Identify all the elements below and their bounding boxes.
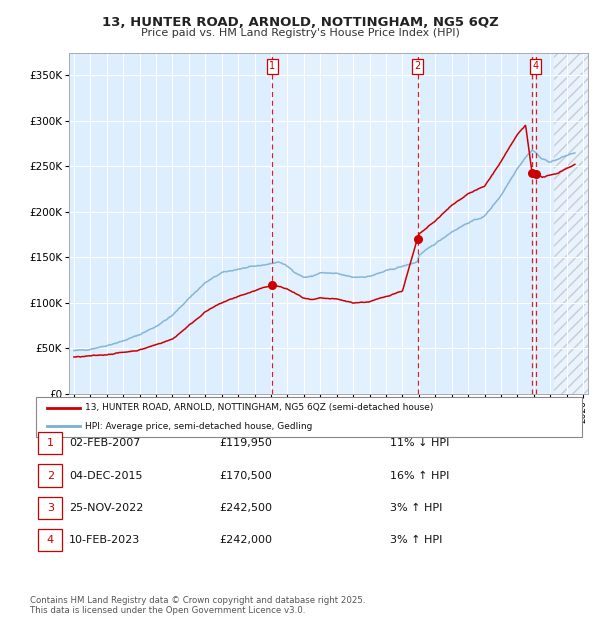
FancyBboxPatch shape	[36, 397, 582, 437]
Bar	[272, 53, 418, 394]
Text: HPI: Average price, semi-detached house, Gedling: HPI: Average price, semi-detached house,…	[85, 422, 313, 431]
Text: 4: 4	[533, 61, 539, 71]
Text: 3: 3	[47, 503, 54, 513]
Text: 13, HUNTER ROAD, ARNOLD, NOTTINGHAM, NG5 6QZ: 13, HUNTER ROAD, ARNOLD, NOTTINGHAM, NG5…	[101, 16, 499, 29]
Text: 3% ↑ HPI: 3% ↑ HPI	[390, 503, 442, 513]
Text: £170,500: £170,500	[219, 471, 272, 480]
Text: Price paid vs. HM Land Registry's House Price Index (HPI): Price paid vs. HM Land Registry's House …	[140, 28, 460, 38]
Text: 2: 2	[47, 471, 54, 480]
Bar	[554, 53, 600, 394]
Text: £119,950: £119,950	[219, 438, 272, 448]
Text: 10-FEB-2023: 10-FEB-2023	[69, 535, 140, 545]
Text: £242,500: £242,500	[219, 503, 272, 513]
Text: 1: 1	[47, 438, 54, 448]
Text: 11% ↓ HPI: 11% ↓ HPI	[390, 438, 449, 448]
Text: 13, HUNTER ROAD, ARNOLD, NOTTINGHAM, NG5 6QZ (semi-detached house): 13, HUNTER ROAD, ARNOLD, NOTTINGHAM, NG5…	[85, 403, 434, 412]
Text: 1: 1	[269, 61, 275, 71]
Text: 04-DEC-2015: 04-DEC-2015	[69, 471, 143, 480]
Text: Contains HM Land Registry data © Crown copyright and database right 2025.
This d: Contains HM Land Registry data © Crown c…	[30, 596, 365, 615]
Text: £242,000: £242,000	[219, 535, 272, 545]
Text: 16% ↑ HPI: 16% ↑ HPI	[390, 471, 449, 480]
Text: 3% ↑ HPI: 3% ↑ HPI	[390, 535, 442, 545]
Text: 4: 4	[47, 535, 54, 545]
Text: 2: 2	[415, 61, 421, 71]
Text: 02-FEB-2007: 02-FEB-2007	[69, 438, 140, 448]
Text: 25-NOV-2022: 25-NOV-2022	[69, 503, 143, 513]
Bar	[554, 53, 600, 394]
